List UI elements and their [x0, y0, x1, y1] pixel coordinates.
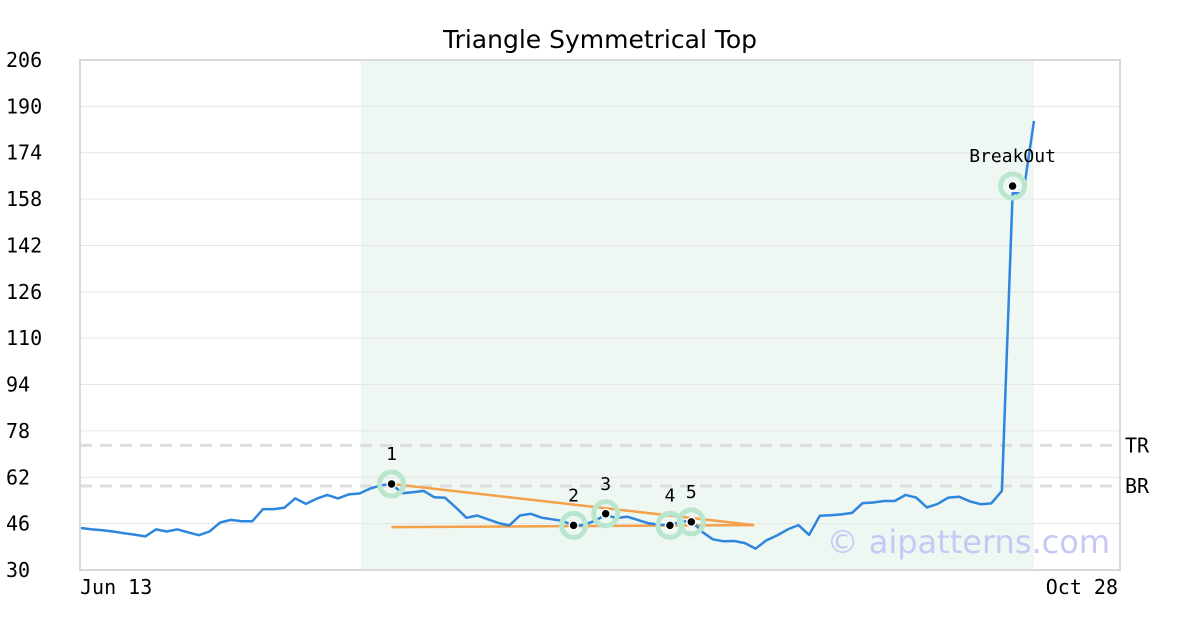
point-label-5: 5 [686, 482, 697, 503]
chart-title: Triangle Symmetrical Top [442, 25, 757, 54]
point-marker-5 [686, 516, 697, 528]
point-label-3: 3 [600, 474, 611, 495]
watermark: © aipatterns.com [827, 523, 1110, 561]
point-marker-1 [386, 478, 397, 490]
point-label-4: 4 [665, 485, 676, 506]
point-marker-breakout [1007, 180, 1018, 192]
point-halo-breakout [998, 171, 1028, 201]
point-label-1: 1 [386, 444, 397, 465]
y-tick-label: 78 [6, 419, 30, 443]
y-tick-label: 142 [6, 233, 42, 257]
y-tick-label: 126 [6, 280, 42, 304]
y-tick-label: 110 [6, 326, 42, 350]
x-tick-label: Oct 28 [1046, 575, 1118, 599]
y-tick-label: 190 [6, 94, 42, 118]
point-label-2: 2 [568, 485, 579, 506]
point-halo-5 [676, 507, 706, 537]
y-tick-label: 206 [6, 48, 42, 72]
reference-label-tr: TR [1125, 433, 1150, 457]
y-tick-label: 62 [6, 465, 30, 489]
x-tick-label: Jun 13 [80, 575, 152, 599]
y-tick-label: 46 [6, 512, 30, 536]
point-halo-3 [591, 499, 621, 529]
point-label-breakout: BreakOut [969, 146, 1056, 167]
y-tick-label: 158 [6, 187, 42, 211]
point-halo-2 [559, 510, 589, 540]
point-marker-4 [664, 520, 676, 531]
y-tick-label: 30 [6, 558, 30, 582]
point-halo-1 [377, 469, 407, 499]
pattern-highlight-region [360, 60, 1035, 570]
y-tick-label: 94 [6, 373, 30, 397]
plot-frame [79, 59, 1121, 571]
point-marker-3 [600, 508, 611, 520]
reference-label-br: BR [1125, 474, 1150, 498]
y-tick-label: 174 [6, 141, 42, 165]
point-marker-2 [568, 520, 579, 531]
price-line [80, 120, 1036, 550]
